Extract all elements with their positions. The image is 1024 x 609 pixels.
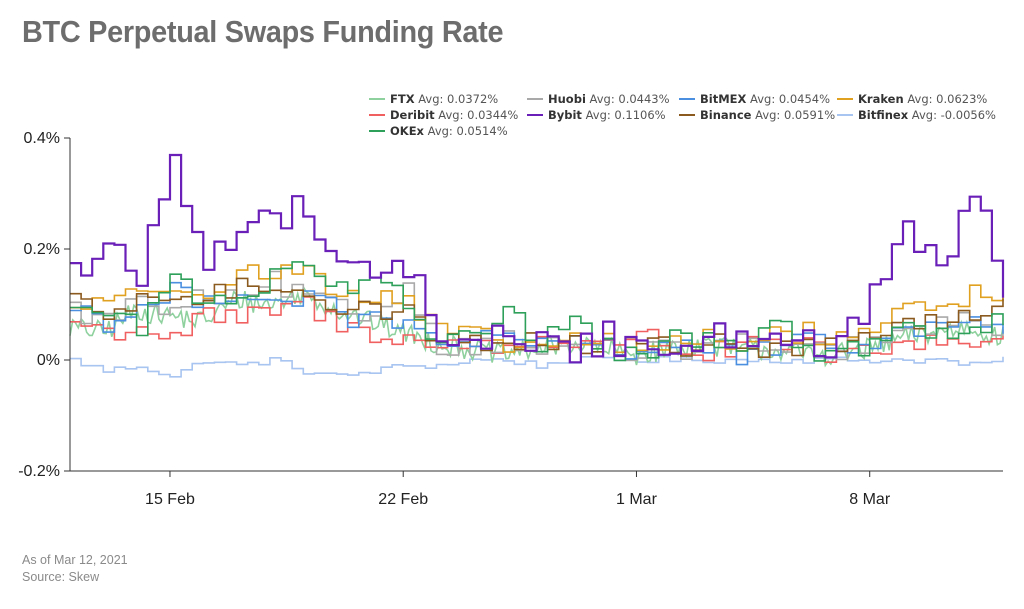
legend-label: Huobi Avg: 0.0443% <box>548 92 670 106</box>
chart-title: BTC Perpetual Swaps Funding Rate <box>22 14 504 49</box>
y-tick-label: -0.2% <box>18 463 60 480</box>
legend-item-kraken[interactable]: Kraken Avg: 0.0623% <box>837 92 987 106</box>
legend-item-okex[interactable]: OKEx Avg: 0.0514% <box>369 124 508 138</box>
legend-label: OKEx Avg: 0.0514% <box>390 124 508 138</box>
legend-item-huobi[interactable]: Huobi Avg: 0.0443% <box>527 92 670 106</box>
legend-item-ftx[interactable]: FTX Avg: 0.0372% <box>369 92 498 106</box>
legend-item-deribit[interactable]: Deribit Avg: 0.0344% <box>369 108 518 122</box>
x-tick-label: 1 Mar <box>616 491 658 508</box>
y-tick-label: 0% <box>37 352 60 369</box>
legend-label: BitMEX Avg: 0.0454% <box>700 92 830 106</box>
legend-label: Bitfinex Avg: -0.0056% <box>858 108 996 122</box>
footer: As of Mar 12, 2021 Source: Skew <box>22 552 128 586</box>
as-of-date: As of Mar 12, 2021 <box>22 553 128 567</box>
legend-label: Binance Avg: 0.0591% <box>700 108 835 122</box>
legend-item-binance[interactable]: Binance Avg: 0.0591% <box>679 108 835 122</box>
series-line-bitfinex <box>70 355 1004 378</box>
axes: 0.4% 0.2% 0% -0.2% 15 Feb 22 Feb 1 Mar 8 Mar <box>18 130 1003 508</box>
series-line-bybit <box>70 153 1005 364</box>
legend-label: Deribit Avg: 0.0344% <box>390 108 518 122</box>
x-tick-label: 15 Feb <box>145 491 195 508</box>
x-tick-label: 22 Feb <box>378 491 428 508</box>
legend-label: Bybit Avg: 0.1106% <box>548 108 666 122</box>
y-tick-label: 0.4% <box>24 130 60 147</box>
legend-item-bitfinex[interactable]: Bitfinex Avg: -0.0056% <box>837 108 996 122</box>
source-credit: Source: Skew <box>22 570 100 584</box>
x-tick-label: 8 Mar <box>849 491 891 508</box>
series-layer <box>69 153 1005 378</box>
y-tick-label: 0.2% <box>24 241 60 258</box>
legend: FTX Avg: 0.0372% Huobi Avg: 0.0443% BitMEX… <box>369 92 996 138</box>
legend-item-bitmex[interactable]: BitMEX Avg: 0.0454% <box>679 92 830 106</box>
legend-label: FTX Avg: 0.0372% <box>390 92 498 106</box>
series-line-okex <box>70 261 1004 362</box>
legend-label: Kraken Avg: 0.0623% <box>858 92 987 106</box>
legend-item-bybit[interactable]: Bybit Avg: 0.1106% <box>527 108 666 122</box>
